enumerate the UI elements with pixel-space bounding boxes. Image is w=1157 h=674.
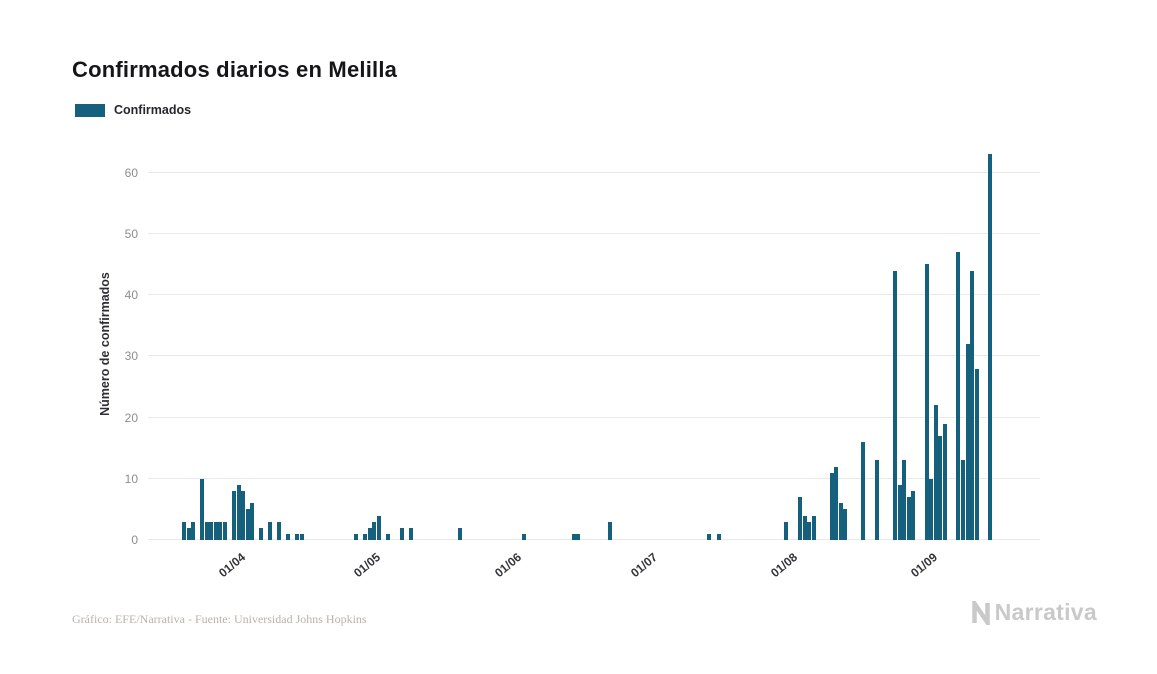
x-tick-label: 01/05 — [351, 550, 384, 581]
bar — [988, 154, 993, 540]
bar — [245, 509, 250, 540]
bar — [897, 484, 902, 540]
bar — [970, 270, 975, 540]
bar — [408, 527, 413, 540]
bar — [942, 423, 947, 540]
legend-label: Confirmados — [114, 103, 192, 117]
bar — [861, 442, 866, 540]
bar — [222, 521, 227, 540]
bar — [607, 521, 612, 540]
bar — [798, 497, 803, 540]
bar — [902, 460, 907, 540]
y-tick-label: 10 — [124, 471, 138, 486]
bar — [236, 484, 241, 540]
x-tick-label: 01/07 — [627, 550, 660, 581]
y-tick-label: 50 — [124, 226, 138, 241]
y-tick-label: 30 — [124, 349, 138, 364]
bar — [295, 533, 300, 540]
legend: Confirmados — [75, 103, 191, 117]
bar — [372, 521, 377, 540]
bar — [458, 527, 463, 540]
bar — [956, 252, 961, 540]
bar — [911, 491, 916, 540]
bar — [399, 527, 404, 540]
bar — [576, 533, 581, 540]
bar — [906, 497, 911, 540]
bar — [385, 533, 390, 540]
gridline — [148, 477, 1040, 479]
bar — [834, 466, 839, 540]
bar — [182, 521, 187, 540]
bar — [363, 533, 368, 540]
bar — [213, 521, 218, 540]
bar — [376, 515, 381, 540]
gridline — [148, 232, 1040, 234]
bar — [965, 344, 970, 540]
bar — [241, 491, 246, 540]
plot-area: 0 10 20 30 40 50 60 01/04 01/05 01/06 01/07 01/08 01… — [125, 148, 1040, 580]
bar — [259, 527, 264, 540]
bar — [250, 503, 255, 540]
bar — [811, 515, 816, 540]
y-tick-label: 20 — [124, 410, 138, 425]
bar — [784, 521, 789, 540]
legend-swatch — [75, 103, 105, 117]
bar — [802, 515, 807, 540]
gridline — [148, 355, 1040, 357]
bar — [571, 533, 576, 540]
x-tick-label: 01/08 — [767, 550, 800, 581]
x-tick-label: 01/09 — [908, 550, 941, 581]
x-tick-label: 01/04 — [215, 550, 248, 581]
gridline — [148, 171, 1040, 173]
bar — [838, 503, 843, 540]
bar — [843, 509, 848, 540]
narrativa-logo-text: Narrativa — [994, 599, 1097, 625]
bar — [200, 478, 205, 540]
bar — [807, 521, 812, 540]
bar — [286, 533, 291, 540]
bar — [933, 405, 938, 540]
bar — [209, 521, 214, 540]
gridline — [148, 539, 1040, 540]
narrativa-n-icon — [971, 600, 990, 625]
bar — [716, 533, 721, 540]
bar — [893, 270, 898, 540]
x-tick-label: 01/06 — [491, 550, 524, 581]
bar — [929, 478, 934, 540]
page-title: Confirmados diarios en Melilla — [72, 56, 398, 82]
bar — [874, 460, 879, 540]
y-tick-label: 0 — [131, 533, 138, 547]
bar — [232, 491, 237, 540]
bar — [924, 264, 929, 540]
bar — [354, 533, 359, 540]
gridline — [148, 416, 1040, 418]
bar — [707, 533, 712, 540]
bar — [521, 533, 526, 540]
bar — [974, 368, 979, 540]
bar — [938, 435, 943, 540]
bar — [186, 527, 191, 540]
gridline — [148, 294, 1040, 295]
bar — [268, 521, 273, 540]
bar — [299, 533, 304, 540]
bar — [204, 521, 209, 540]
bar — [218, 521, 223, 540]
bar — [277, 521, 282, 540]
y-tick-label: 40 — [124, 288, 138, 302]
bar — [961, 460, 966, 540]
y-tick-label: 60 — [124, 165, 138, 180]
bar — [367, 527, 372, 540]
narrativa-logo: Narrativa — [970, 599, 1097, 626]
bar — [191, 521, 196, 540]
bar — [829, 472, 834, 540]
source-credit: Gráfico: EFE/Narrativa - Fuente: Univers… — [72, 612, 367, 626]
